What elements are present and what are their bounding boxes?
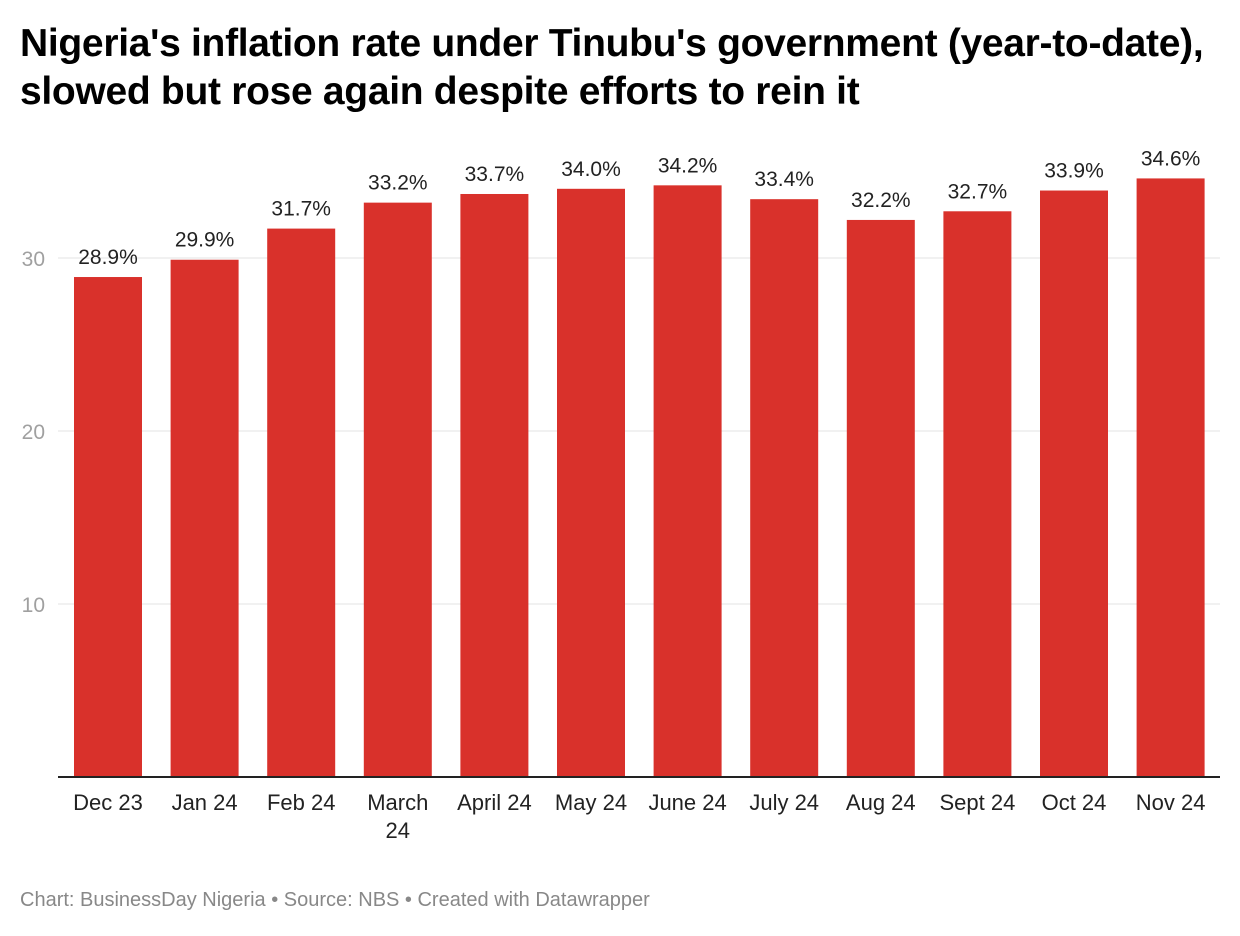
bar: [943, 211, 1012, 778]
x-tick-label: Nov 24: [1136, 790, 1206, 815]
x-tick-label: May 24: [555, 790, 627, 815]
y-tick-label: 10: [22, 594, 45, 617]
chart-footer: Chart: BusinessDay Nigeria • Source: NBS…: [20, 889, 650, 911]
x-tick-label: July 24: [749, 790, 819, 815]
data-label: 32.7%: [948, 180, 1008, 203]
x-tick-label: March 24: [367, 790, 428, 843]
x-tick-label: Jan 24: [172, 790, 238, 815]
bar: [170, 259, 239, 778]
data-label: 29.9%: [175, 229, 235, 252]
bar: [1040, 190, 1108, 777]
x-tick-label: Sept 24: [939, 790, 1015, 815]
bar: [267, 228, 336, 778]
x-tick-label: Aug 24: [846, 790, 916, 815]
data-label: 34.6%: [1141, 147, 1201, 170]
bar: [74, 277, 142, 777]
bar: [557, 188, 625, 778]
bar: [363, 202, 432, 777]
data-label: 34.0%: [561, 158, 621, 181]
y-tick-label: 20: [22, 421, 45, 444]
bar: [750, 199, 819, 777]
x-tick-label: Feb 24: [267, 790, 336, 815]
x-tick-label: Oct 24: [1042, 790, 1107, 815]
x-tick-label: June 24: [648, 790, 726, 815]
data-label: 33.7%: [465, 163, 525, 186]
data-label: 34.2%: [658, 154, 718, 177]
chart-title: Nigeria's inflation rate under Tinubu's …: [20, 22, 1204, 113]
data-label: 28.9%: [78, 246, 138, 269]
bar: [653, 185, 722, 778]
bar: [1136, 178, 1205, 778]
data-label: 33.9%: [1044, 160, 1104, 183]
bar: [846, 219, 915, 777]
data-label: 33.2%: [368, 172, 428, 195]
x-tick-label: Dec 23: [73, 790, 143, 815]
data-label: 32.2%: [851, 189, 911, 212]
y-tick-label: 30: [22, 248, 45, 271]
bar: [460, 193, 529, 778]
data-label: 33.4%: [754, 168, 814, 191]
x-tick-label: April 24: [457, 790, 532, 815]
data-label: 31.7%: [271, 198, 331, 221]
